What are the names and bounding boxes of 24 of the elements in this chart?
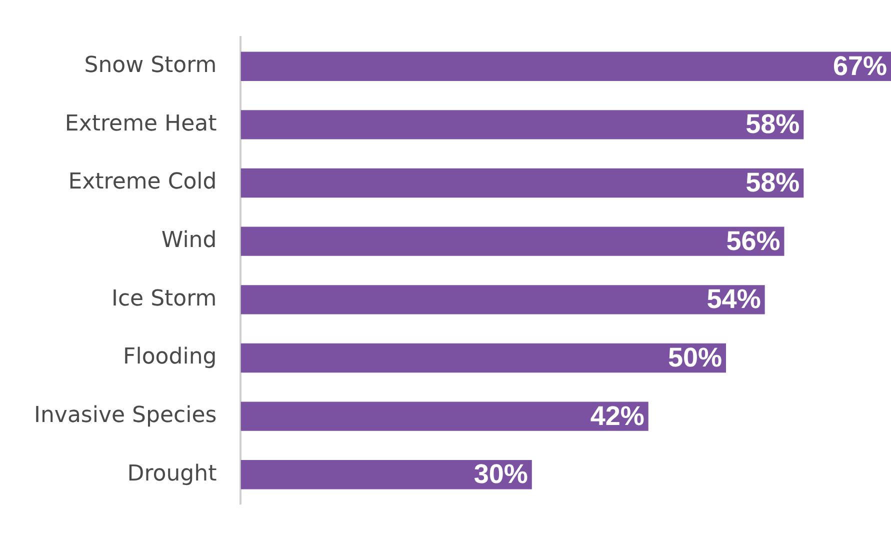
data-label: 42% xyxy=(590,400,644,431)
y-tick-label: Extreme Heat xyxy=(64,111,218,136)
data-label: 54% xyxy=(706,284,761,314)
bar xyxy=(240,285,765,314)
y-tick-label: Invasive Species xyxy=(34,403,217,428)
y-tick-label: Drought xyxy=(127,461,218,486)
y-tick-label: Snow Storm xyxy=(84,53,217,78)
bar xyxy=(240,460,532,490)
bar xyxy=(240,52,891,81)
data-label: 67% xyxy=(832,50,887,81)
bar xyxy=(240,168,804,198)
data-label: 56% xyxy=(726,226,780,256)
data-label: 58% xyxy=(746,167,800,198)
bar xyxy=(240,110,804,140)
y-tick-label: Extreme Cold xyxy=(68,170,217,195)
bar xyxy=(240,402,648,431)
data-label: 30% xyxy=(474,459,528,490)
data-label: 50% xyxy=(668,342,722,372)
y-tick-label: Ice Storm xyxy=(111,286,217,312)
data-label: 58% xyxy=(746,109,800,140)
bar xyxy=(240,343,726,373)
bar xyxy=(240,226,784,256)
y-tick-label: Wind xyxy=(161,228,217,254)
y-tick-label: Flooding xyxy=(123,344,217,370)
